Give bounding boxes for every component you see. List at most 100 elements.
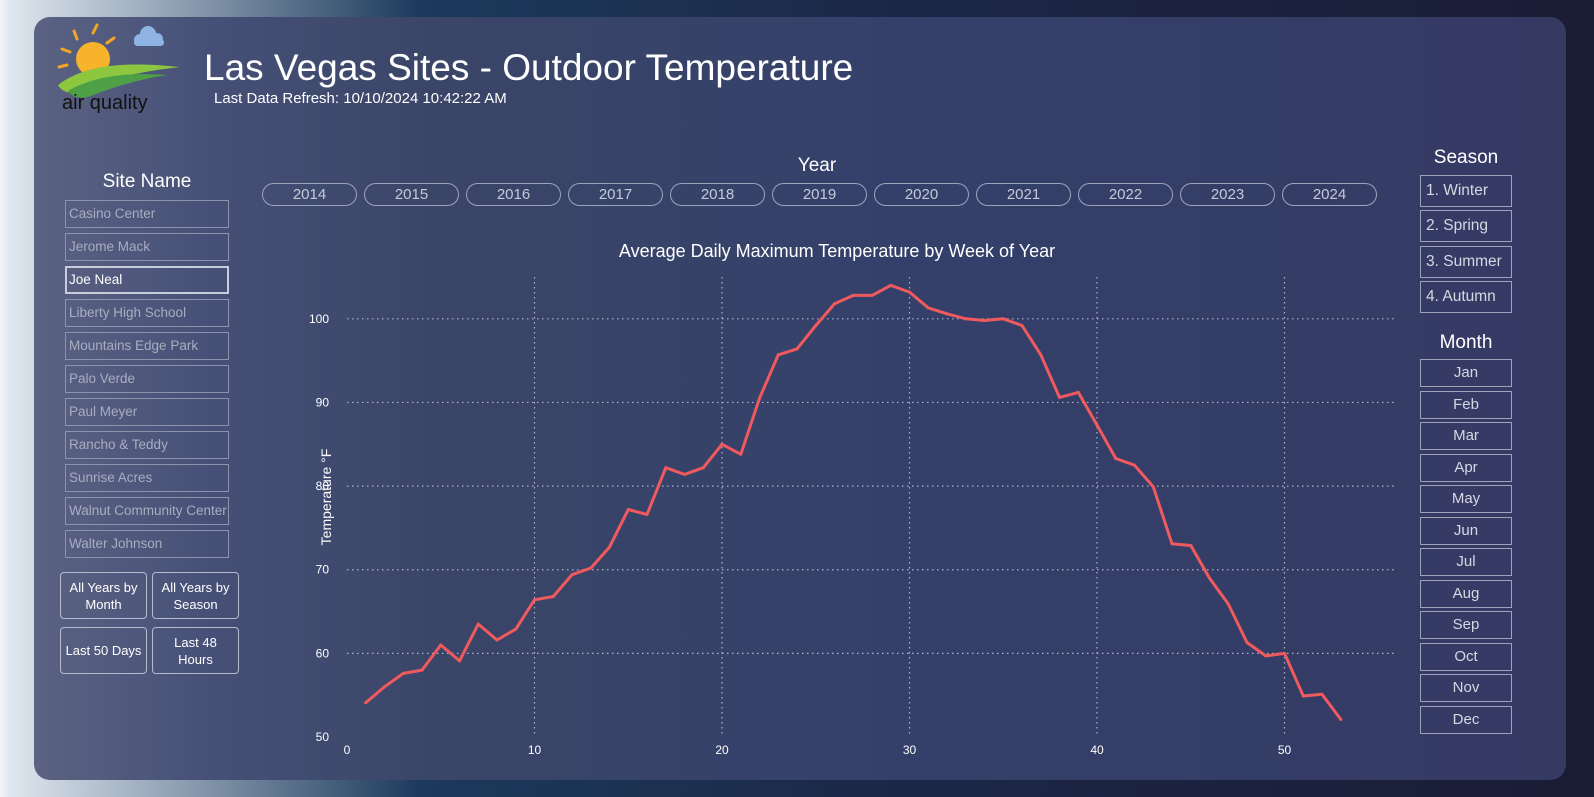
data-point — [851, 293, 855, 297]
site-item-liberty-high-school[interactable]: Liberty High School — [65, 299, 229, 327]
year-button-2016[interactable]: 2016 — [466, 183, 561, 206]
site-name-slicer: Casino Center Jerome Mack Joe Neal Liberty … — [65, 200, 229, 563]
data-point — [458, 659, 461, 663]
site-item-rancho-teddy[interactable]: Rancho & Teddy — [65, 431, 229, 459]
site-item-palo-verde[interactable]: Palo Verde — [65, 365, 229, 393]
data-point — [1264, 654, 1268, 658]
data-point — [739, 452, 743, 456]
y-tick-label: 60 — [316, 646, 330, 660]
logo-text: air quality — [62, 92, 148, 114]
month-button-jan[interactable]: Jan — [1420, 359, 1512, 387]
season-button-2-spring[interactable]: 2. Spring — [1420, 210, 1512, 243]
data-point — [1114, 456, 1118, 460]
data-point — [1151, 485, 1155, 489]
site-item-paul-meyer[interactable]: Paul Meyer — [65, 398, 229, 426]
year-button-2020[interactable]: 2020 — [874, 183, 969, 206]
data-point — [964, 317, 968, 321]
data-point — [908, 290, 911, 294]
season-label: Season — [1433, 147, 1499, 168]
data-point — [1001, 317, 1005, 321]
x-tick-label: 10 — [528, 743, 542, 757]
data-point — [1039, 353, 1043, 357]
year-button-2014[interactable]: 2014 — [262, 183, 357, 206]
data-point — [514, 627, 518, 631]
data-point — [645, 513, 649, 517]
site-item-walter-johnson[interactable]: Walter Johnson — [65, 530, 229, 558]
month-button-jul[interactable]: Jul — [1420, 548, 1512, 576]
data-point — [1133, 463, 1136, 467]
site-item-walnut-community-center[interactable]: Walnut Community Center — [65, 497, 229, 525]
data-point — [1208, 576, 1211, 580]
data-point — [1095, 423, 1099, 427]
data-point — [701, 466, 705, 470]
data-point — [683, 472, 686, 476]
data-point — [1170, 542, 1174, 546]
data-point — [926, 306, 930, 310]
month-button-apr[interactable]: Apr — [1420, 453, 1512, 482]
site-item-mountains-edge-park[interactable]: Mountains Edge Park — [65, 332, 229, 360]
data-point — [1020, 324, 1024, 328]
air-quality-logo: air quality — [44, 21, 180, 117]
data-point — [589, 566, 593, 570]
month-button-mar[interactable]: Mar — [1420, 422, 1512, 450]
data-point — [889, 283, 893, 287]
month-button-aug[interactable]: Aug — [1420, 579, 1512, 608]
year-button-2023[interactable]: 2023 — [1180, 183, 1275, 206]
data-point — [776, 353, 780, 357]
data-point — [983, 318, 986, 322]
data-point — [608, 545, 611, 549]
site-item-joe-neal[interactable]: Joe Neal — [65, 266, 229, 294]
year-button-2024[interactable]: 2024 — [1282, 183, 1377, 206]
year-button-2021[interactable]: 2021 — [976, 183, 1071, 206]
dashboard-panel: air quality Las Vegas Sites - Outdoor Te… — [34, 17, 1566, 780]
month-button-feb[interactable]: Feb — [1420, 390, 1512, 419]
year-button-2019[interactable]: 2019 — [772, 183, 867, 206]
data-point — [1320, 692, 1324, 696]
month-button-jun[interactable]: Jun — [1420, 516, 1512, 545]
data-point — [1058, 395, 1061, 399]
all-years-by-season-button[interactable]: All Years by Season — [152, 572, 239, 619]
data-point — [401, 671, 405, 675]
chart-title: Average Daily Maximum Temperature by Wee… — [618, 241, 1056, 261]
site-item-casino-center[interactable]: Casino Center — [65, 200, 229, 228]
page-title: Las Vegas Sites - Outdoor Temperature — [204, 47, 854, 88]
site-item-sunrise-acres[interactable]: Sunrise Acres — [65, 464, 229, 492]
month-button-dec[interactable]: Dec — [1420, 705, 1512, 734]
last-48-hours-button[interactable]: Last 48 Hours — [152, 627, 239, 674]
data-point — [1226, 602, 1230, 606]
month-button-sep[interactable]: Sep — [1420, 611, 1512, 639]
data-point — [1339, 717, 1343, 721]
last-refresh-text: Last Data Refresh: 10/10/2024 10:42:22 A… — [214, 90, 507, 107]
season-button-4-autumn[interactable]: 4. Autumn — [1420, 280, 1512, 313]
month-button-nov[interactable]: Nov — [1420, 674, 1512, 702]
last-50-days-button[interactable]: Last 50 Days — [60, 627, 147, 674]
month-button-oct[interactable]: Oct — [1420, 642, 1512, 671]
season-button-1-winter[interactable]: 1. Winter — [1420, 175, 1512, 207]
year-button-2018[interactable]: 2018 — [670, 183, 765, 206]
data-point — [364, 701, 368, 705]
data-point — [1283, 651, 1286, 655]
season-button-3-summer[interactable]: 3. Summer — [1420, 245, 1512, 278]
data-point — [383, 685, 386, 689]
data-point — [1076, 390, 1080, 394]
data-point — [533, 598, 536, 602]
month-button-may[interactable]: May — [1420, 485, 1512, 513]
data-point — [626, 508, 630, 512]
data-point — [439, 643, 443, 647]
x-tick-label: 40 — [1090, 743, 1104, 757]
year-button-2017[interactable]: 2017 — [568, 183, 663, 206]
data-point — [870, 293, 874, 297]
temperature-line-chart: 50 60 70 80 90 100 0 10 20 30 40 50 — [309, 277, 1397, 757]
year-button-2015[interactable]: 2015 — [364, 183, 459, 206]
y-tick-label: 80 — [316, 479, 330, 493]
data-point — [664, 466, 668, 470]
all-years-by-month-button[interactable]: All Years by Month — [60, 572, 147, 619]
data-point — [833, 302, 836, 306]
year-button-2022[interactable]: 2022 — [1078, 183, 1173, 206]
site-item-jerome-mack[interactable]: Jerome Mack — [65, 233, 229, 261]
x-tick-label: 20 — [715, 743, 729, 757]
site-name-label: Site Name — [102, 171, 192, 192]
year-label: Year — [797, 155, 837, 176]
data-point — [945, 312, 949, 316]
sun-cloud-leaf-icon — [57, 23, 180, 98]
